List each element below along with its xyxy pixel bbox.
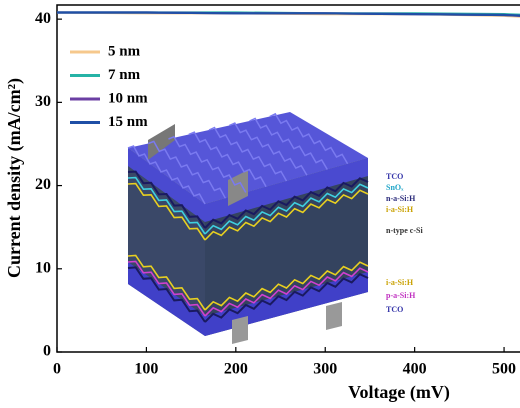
y-tick-label: 10: [35, 259, 51, 276]
inset-contact: [228, 170, 248, 206]
texture-line: [127, 170, 206, 229]
x-tick-label: 400: [403, 361, 427, 378]
inset-tco-left: [128, 148, 205, 222]
annotation: p-a-Si:H: [386, 291, 416, 300]
annotation: i-a-Si:H: [386, 278, 414, 287]
texture-line: [249, 117, 328, 170]
inset-tco-bottom-left: [128, 262, 205, 336]
texture-line: [269, 112, 349, 165]
x-tick-label: 500: [492, 361, 516, 378]
legend-label: 5 nm: [108, 43, 141, 59]
x-axis-title: Voltage (mV): [348, 382, 450, 403]
y-axis-title: Current density (mA/cm²): [4, 78, 25, 278]
texture-line: [229, 122, 308, 176]
annotation: n-type c-Si: [386, 226, 423, 235]
texture-line: [204, 272, 369, 323]
annotation: TCO: [386, 305, 403, 314]
texture-line: [127, 145, 206, 205]
texture-line: [148, 140, 227, 199]
plot-frame: [56, 4, 520, 353]
inset-tco-front: [205, 158, 368, 222]
x-tick-label: 200: [224, 361, 248, 378]
texture-line: [204, 189, 369, 241]
annotation: TCO: [386, 172, 403, 181]
inset-texture: [127, 112, 369, 323]
annotation: n-a-Si:H: [386, 194, 416, 203]
x-tick-label: 300: [313, 361, 337, 378]
y-tick-label: 0: [43, 343, 51, 360]
inset-contact: [148, 124, 175, 160]
texture-line: [127, 254, 206, 311]
texture-line: [188, 131, 267, 188]
x-tick-label: 100: [134, 361, 158, 378]
y-tick-label: 40: [35, 10, 51, 27]
y-tick-label: 20: [35, 176, 51, 193]
texture-line: [204, 267, 369, 317]
texture-line: [168, 135, 247, 193]
annotation: SnOₓ: [386, 183, 404, 192]
texture-line: [127, 260, 206, 317]
legend-label: 15 nm: [108, 114, 148, 130]
inset-contact: [326, 302, 342, 330]
series-line: [57, 11, 520, 17]
texture-line: [127, 182, 206, 241]
texture-line: [127, 266, 206, 323]
inset-labels: TCO SnOₓ n-a-Si:H i-a-Si:H n-type c-Si i-a-Si…: [386, 172, 423, 314]
legend-label: 10 nm: [108, 90, 148, 106]
texture-line: [127, 176, 206, 235]
texture-line: [204, 261, 369, 311]
inset-illustration: [127, 112, 369, 344]
y-tick-label: 30: [35, 93, 51, 110]
inset-contact: [232, 316, 248, 344]
texture-line: [204, 183, 369, 235]
x-tick-label: 0: [53, 361, 61, 378]
annotation: i-a-Si:H: [386, 205, 414, 214]
texture-line: [208, 126, 288, 182]
legend-label: 7 nm: [108, 67, 141, 83]
texture-line: [204, 177, 369, 229]
